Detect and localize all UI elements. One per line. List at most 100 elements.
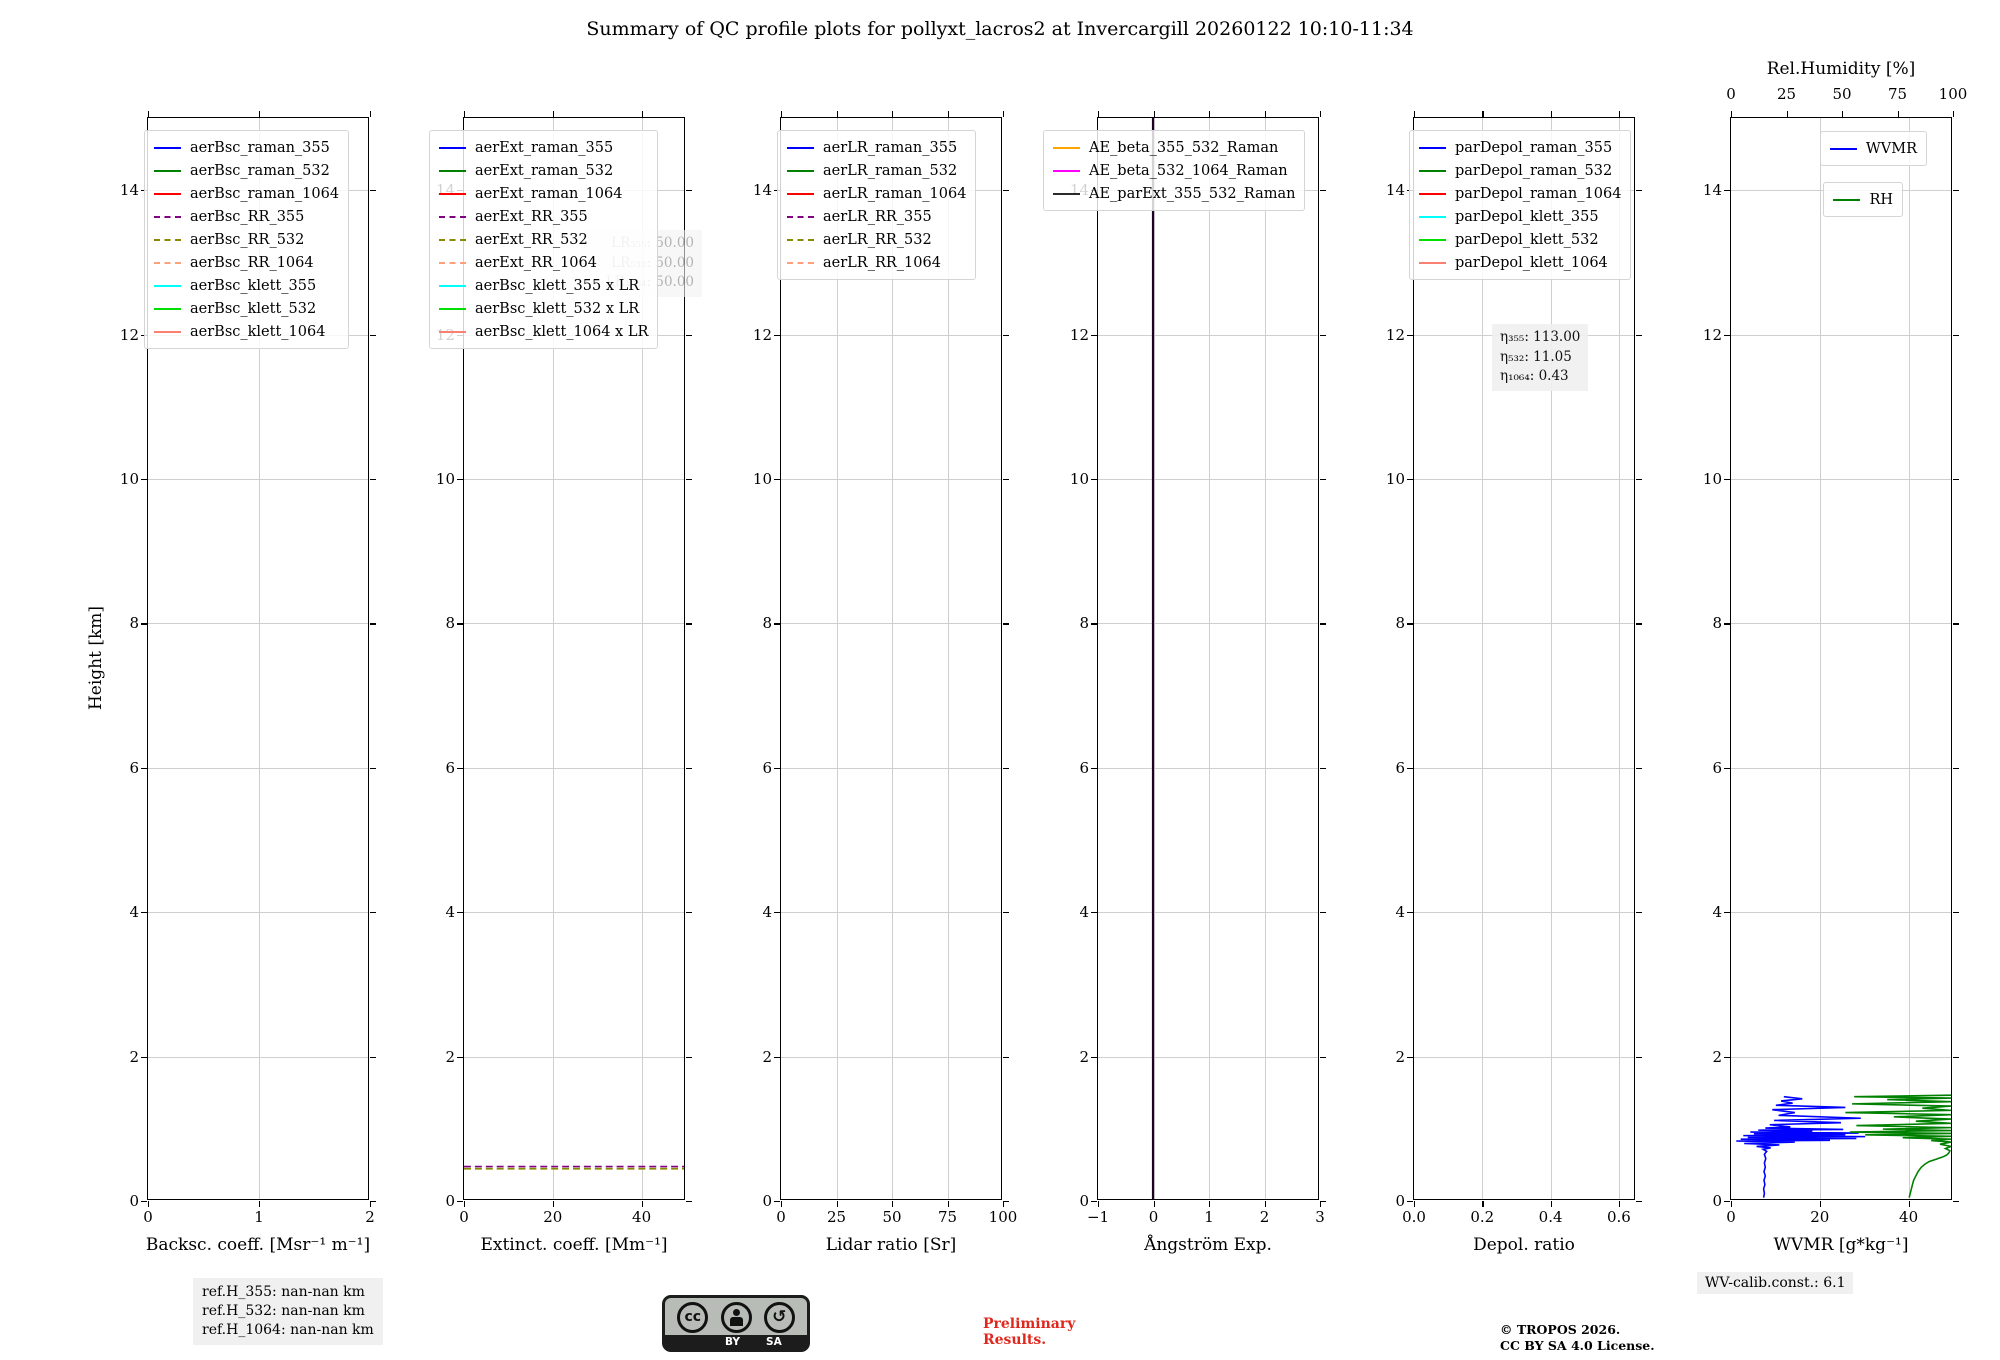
x-tick-mark-top <box>641 110 643 117</box>
y-tick-mark <box>1406 912 1413 914</box>
gridline-horizontal <box>148 767 368 769</box>
x-tick-mark <box>1264 1200 1266 1207</box>
y-tick-label: 14 <box>1385 181 1405 200</box>
x-tick-label: 0 <box>143 1208 153 1226</box>
legend-label: aerBsc_klett_1064 x LR <box>475 323 649 340</box>
legend-line-swatch <box>787 146 814 149</box>
copyright-line-1: © TROPOS 2026. <box>1500 1322 1621 1337</box>
legend-line-swatch <box>787 192 814 195</box>
x-tick-label: 1 <box>254 1208 264 1226</box>
y-tick-mark-right <box>1952 334 1959 336</box>
legend-line-swatch <box>154 284 181 287</box>
y-tick-mark <box>140 334 147 336</box>
gridline-horizontal <box>1414 479 1634 480</box>
y-tick-mark-right <box>1952 767 1959 770</box>
legend-label: aerExt_raman_1064 <box>475 185 623 202</box>
x-tick-mark <box>1819 1200 1822 1207</box>
x-axis-label-angstroem-exponent: Ångström Exp. <box>1144 1235 1272 1255</box>
y-tick-mark <box>456 479 463 481</box>
y-tick-mark-right <box>369 190 376 192</box>
y-tick-label: 8 <box>445 614 455 633</box>
legend-depol-ratio: parDepol_raman_355 parDepol_raman_532 parD… <box>1409 130 1632 280</box>
legend-label: aerExt_RR_532 <box>475 231 588 248</box>
y-tick-label: 12 <box>1702 325 1722 344</box>
legend-item: aerBsc_klett_1064 <box>154 320 339 343</box>
x-tick-mark-top <box>1320 110 1322 117</box>
legend-item: aerExt_raman_1064 <box>439 182 648 205</box>
y-tick-mark-right <box>1319 479 1326 481</box>
legend-label: aerLR_RR_532 <box>823 231 932 248</box>
legend-label: aerLR_raman_532 <box>823 162 958 179</box>
y-tick-mark-right <box>1635 623 1642 625</box>
gridline-horizontal <box>1731 1056 1951 1058</box>
y-tick-mark <box>1723 767 1730 770</box>
top-axis-tick-mark <box>1786 110 1788 117</box>
legend-line-swatch <box>1419 169 1446 172</box>
legend-label: aerLR_raman_355 <box>823 139 958 156</box>
series-plot <box>464 1165 684 1170</box>
legend-item: parDepol_klett_355 <box>1419 205 1621 228</box>
x-tick-mark-top <box>1209 110 1211 117</box>
x-tick-label: 25 <box>826 1208 847 1226</box>
legend-item: aerBsc_RR_355 <box>154 205 339 228</box>
gridline-vertical <box>1908 118 1910 1199</box>
legend-label: AE_parExt_355_532_Raman <box>1089 185 1296 202</box>
y-tick-mark-right <box>685 190 692 192</box>
legend-wvmr-0: WVMR <box>1819 131 1927 166</box>
gridline-vertical <box>1264 118 1266 1199</box>
x-tick-label: 0 <box>459 1208 469 1226</box>
x-tick-label: 75 <box>937 1208 958 1226</box>
legend-lidar-ratio: aerLR_raman_355 aerLR_raman_532 aerLR_rama… <box>777 130 977 280</box>
y-tick-mark <box>140 479 147 481</box>
gridline-horizontal <box>1414 623 1634 625</box>
legend-item: AE_beta_532_1064_Raman <box>1053 159 1295 182</box>
y-tick-mark <box>1723 912 1730 914</box>
x-tick-label: 0.6 <box>1606 1208 1631 1226</box>
x-tick-mark <box>552 1200 555 1207</box>
x-tick-mark-top <box>836 110 838 117</box>
y-tick-label: 6 <box>129 758 139 777</box>
y-tick-label: 10 <box>752 470 772 488</box>
gridline-horizontal <box>1098 1056 1318 1058</box>
cc-sharealike-arrow-icon: ↺ <box>763 1301 795 1333</box>
y-tick-label: 0 <box>129 1192 139 1210</box>
top-axis-tick-mark <box>1953 110 1955 117</box>
gridline-horizontal <box>1731 767 1951 769</box>
gridline-horizontal <box>1731 334 1951 336</box>
legend-line-swatch <box>439 330 466 333</box>
x-tick-label: 40 <box>1899 1208 1919 1226</box>
legend-line-swatch <box>439 169 466 172</box>
y-tick-mark-right <box>1002 912 1009 914</box>
y-tick-mark <box>1406 479 1413 481</box>
gridline-horizontal <box>148 479 368 480</box>
y-tick-mark-right <box>1002 334 1009 336</box>
x-tick-label: 20 <box>543 1208 563 1226</box>
legend-line-swatch <box>439 215 466 218</box>
annotation-line: η₅₃₂: 11.05 <box>1500 348 1572 365</box>
x-tick-label: 2 <box>1259 1208 1270 1226</box>
y-tick-label: 4 <box>1079 903 1089 922</box>
y-tick-label: 2 <box>445 1047 455 1066</box>
y-tick-mark-right <box>1002 1201 1009 1203</box>
legend-label: parDepol_raman_532 <box>1455 162 1613 179</box>
y-tick-mark-right <box>685 479 692 481</box>
y-tick-mark <box>1090 623 1097 625</box>
gridline-horizontal <box>1731 479 1951 480</box>
y-tick-mark <box>456 623 463 625</box>
legend-label: aerBsc_raman_532 <box>190 162 330 179</box>
legend-label: aerLR_RR_355 <box>823 208 932 225</box>
y-tick-mark-right <box>1952 912 1959 914</box>
y-tick-mark <box>456 767 463 770</box>
legend-line-swatch <box>439 307 466 310</box>
y-tick-mark <box>456 1201 463 1203</box>
x-tick-mark <box>148 1200 150 1207</box>
series-line-WVMR <box>1736 1095 1866 1198</box>
y-tick-mark-right <box>685 623 692 625</box>
top-axis-tick-label: 25 <box>1776 85 1797 103</box>
gridline-vertical <box>892 118 893 1199</box>
y-tick-mark-right <box>1635 767 1642 770</box>
x-tick-mark <box>464 1200 466 1207</box>
legend-label: aerBsc_klett_355 x LR <box>475 277 640 294</box>
y-tick-mark <box>1406 334 1413 336</box>
